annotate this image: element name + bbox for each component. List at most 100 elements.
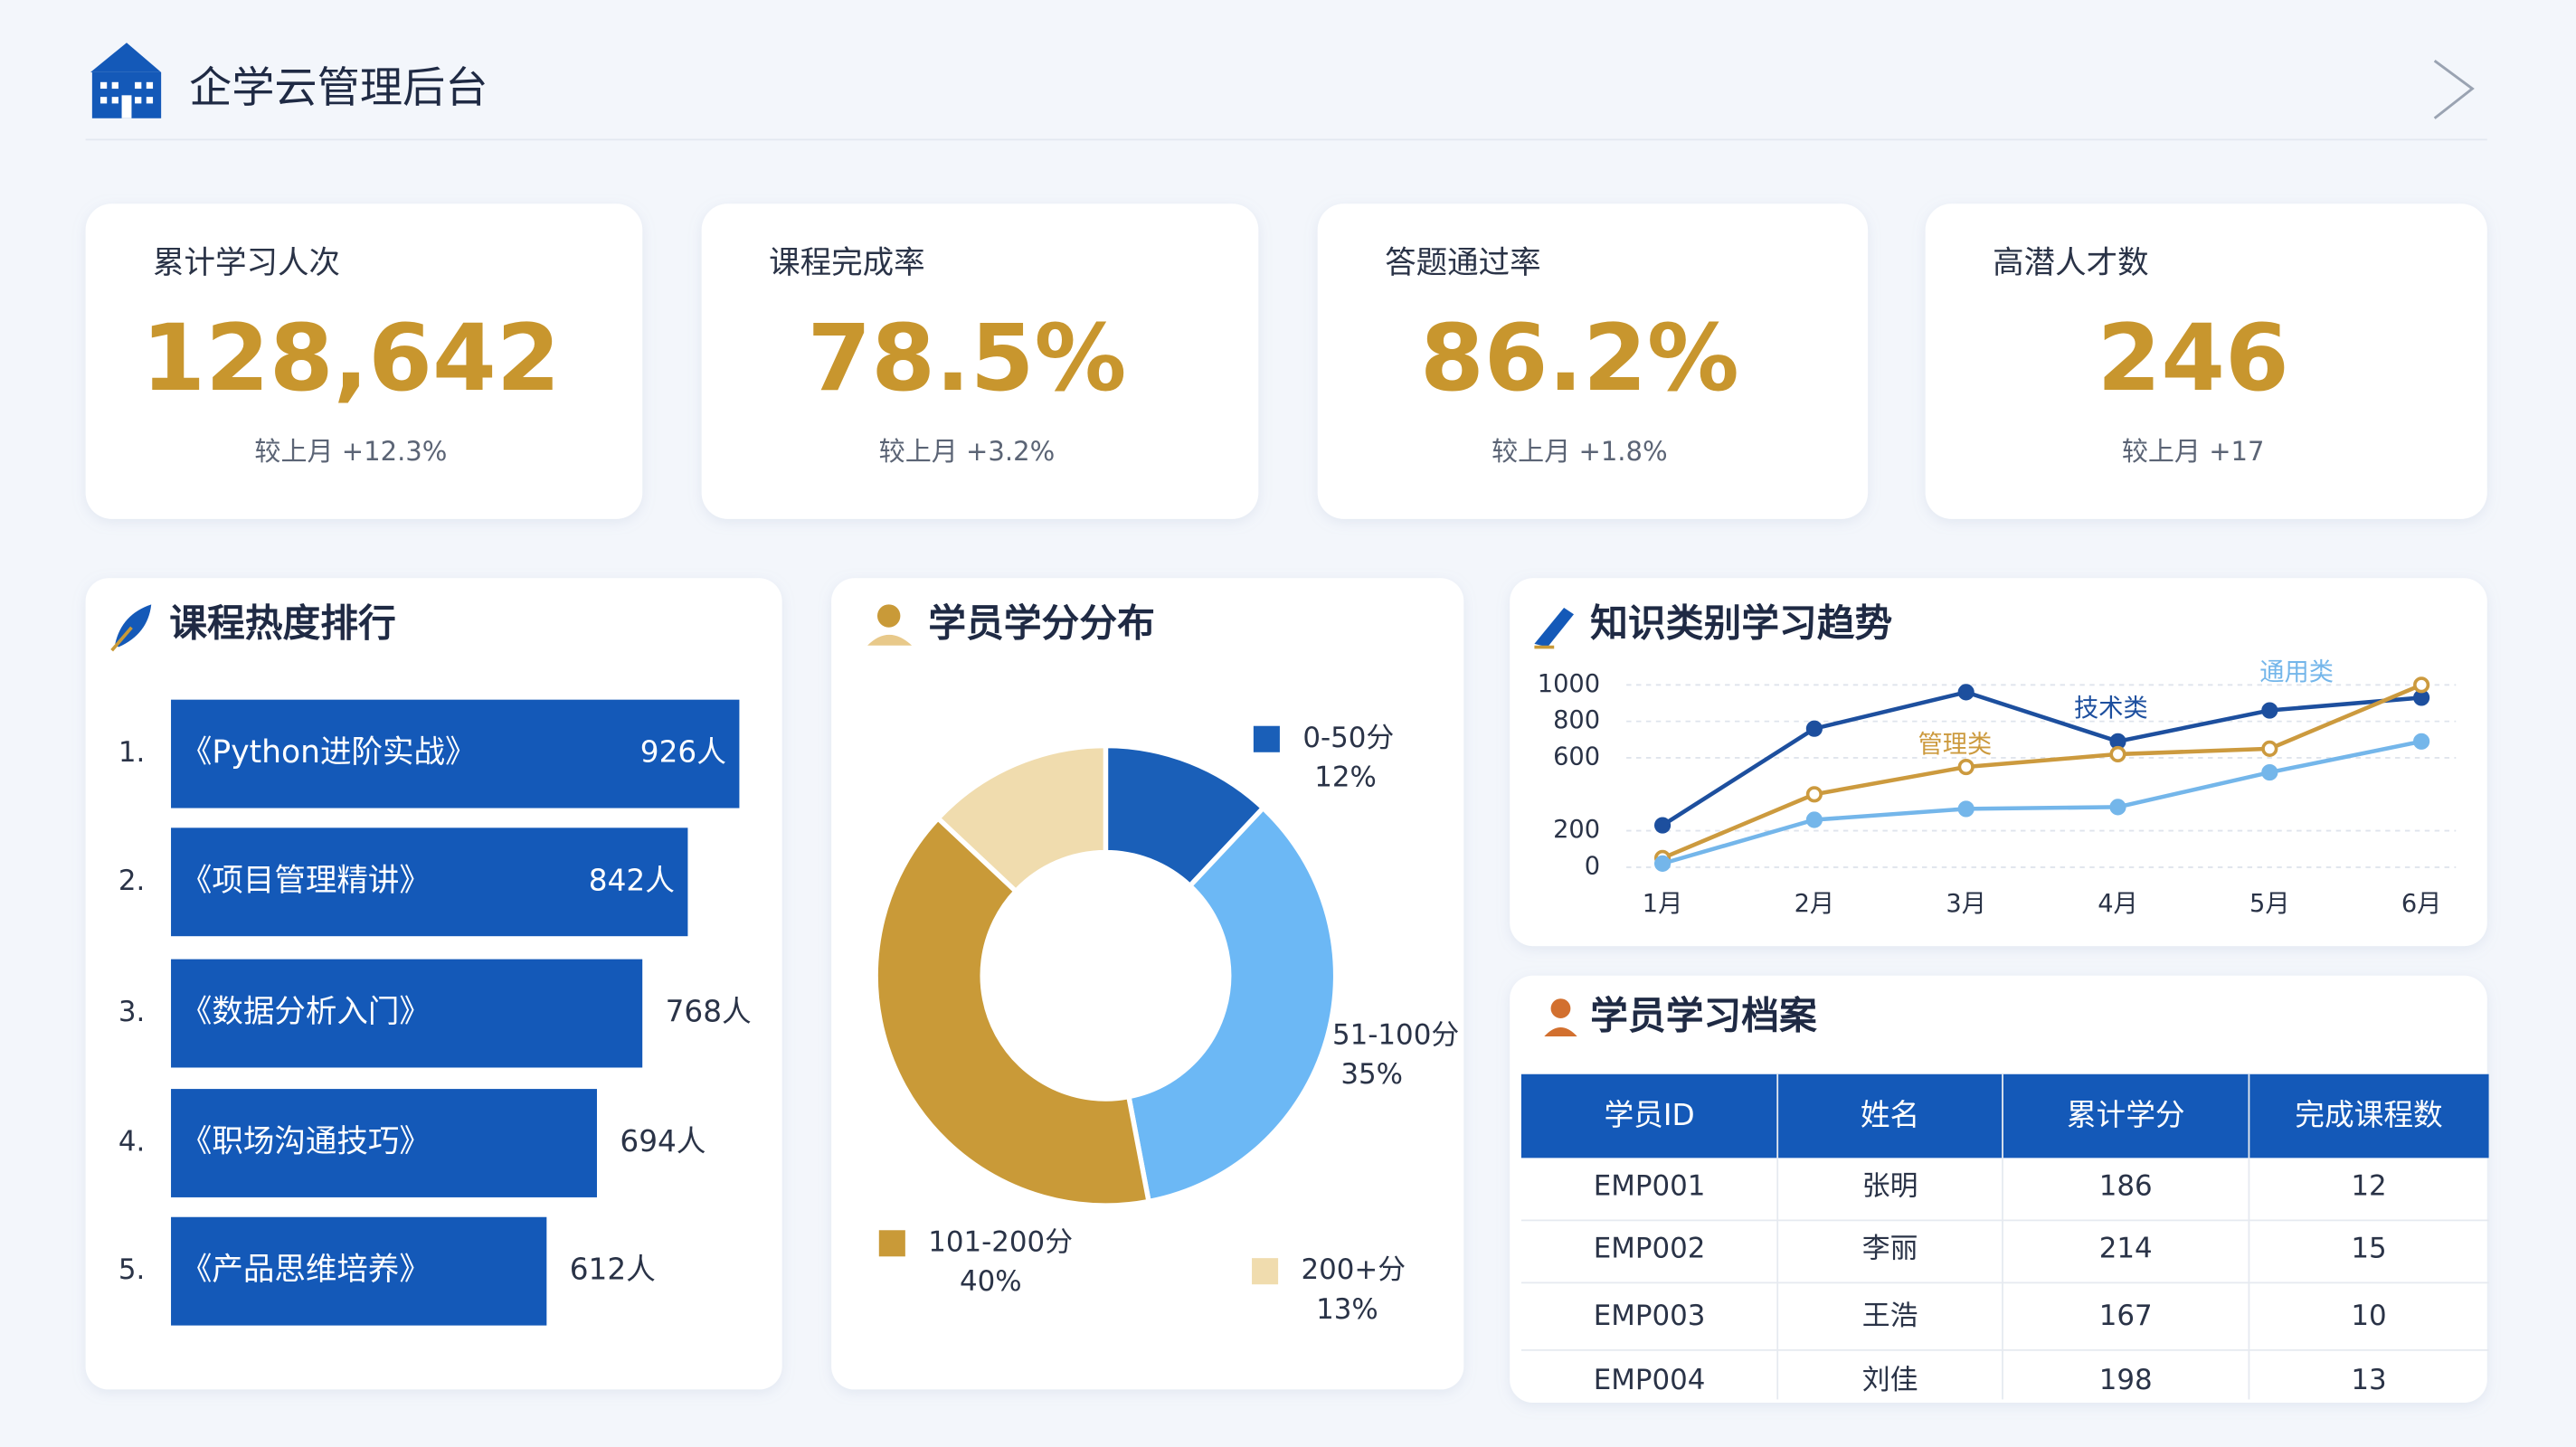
app-title: 企学云管理后台 [189,63,488,113]
logo [90,43,162,118]
kpi-card [85,203,643,519]
credit-icon [867,604,913,646]
legend-swatch [1252,1258,1279,1285]
table-cell: 10 [2351,1300,2386,1332]
x-tick-label: 3月 [1946,890,1986,918]
point [2109,799,2126,816]
kpi-value: 128,642 [141,305,560,411]
point [2109,745,2126,763]
table-cell: EMP004 [1594,1364,1706,1396]
panel-title: 课程热度排行 [169,601,396,645]
legend-label: 200+分 [1302,1253,1406,1286]
point [2413,676,2430,694]
table-cell: 186 [2099,1170,2153,1203]
x-tick-label: 2月 [1795,890,1835,918]
kpi-card [1925,203,2487,519]
table-cell: EMP002 [1594,1233,1706,1265]
value-label: 842人 [589,863,675,897]
kpi-label: 课程完成率 [769,245,925,281]
legend-label: 51-100分 [1332,1018,1459,1051]
legend-swatch [1253,725,1280,752]
series-label: 技术类 [2074,695,2148,723]
kpi-value: 246 [2098,305,2289,411]
point [1805,786,1823,803]
y-tick-label: 800 [1553,706,1600,734]
point [1957,800,1975,818]
point [2261,702,2278,719]
value-label: 13% [1316,1293,1378,1326]
rank-label: 1. [118,736,145,769]
kpi-change: 较上月 +17 [2122,436,2265,467]
table-cell: 张明 [1862,1170,1918,1203]
table-cell: EMP001 [1594,1170,1706,1203]
table-cell: 李丽 [1862,1233,1918,1265]
series-line [1662,739,2422,866]
column-header: 累计学分 [2067,1098,2185,1132]
y-tick-label: 600 [1553,742,1600,771]
point [2261,740,2278,757]
legend-label: 101-200分 [928,1225,1073,1258]
kpi-label: 答题通过率 [1385,245,1540,281]
table-cell: 王浩 [1862,1300,1918,1332]
bar [171,699,740,809]
value-label: 35% [1340,1058,1403,1091]
rank-label: 3. [118,996,145,1028]
bar [171,1216,547,1326]
series-label: 通用类 [2259,658,2334,686]
kpi-change: 较上月 +1.8% [1492,436,1668,467]
bar-label: 《项目管理精讲》 [181,863,431,899]
point [1653,817,1672,834]
x-tick-label: 4月 [2098,890,2138,918]
table-cell: 198 [2099,1364,2153,1396]
pie-slice [1125,804,1339,1205]
bar [171,959,643,1068]
series-label: 管理类 [1918,731,1992,759]
point [1957,684,1975,701]
trend-panel [1510,578,2487,947]
point [1805,811,1823,828]
value-label: 612人 [570,1253,656,1287]
charts: 1. 《Python进阶实战》 926人 2. 《项目管理精讲》 842人 3. 《数据分析入… [118,658,2489,1400]
panel-title: 学员学分分布 [928,601,1155,645]
value-label: 768人 [666,995,752,1029]
rank-label: 2. [118,865,145,897]
table-cell: EMP003 [1594,1300,1706,1332]
pie-slice [934,742,1109,895]
kpi-value: 86.2% [1420,305,1739,411]
trend-icon [1534,607,1575,649]
column-header: 学员ID [1604,1098,1694,1132]
value-label: 694人 [620,1124,706,1159]
bar-label: 《Python进阶实战》 [181,734,477,771]
bar-label: 《产品思维培养》 [181,1252,431,1288]
column-header: 完成课程数 [2295,1098,2442,1132]
bar [171,1089,597,1197]
table-cell: 12 [2351,1170,2386,1203]
table-cell: 刘佳 [1862,1364,1918,1396]
bar [171,828,688,937]
table-cell: 13 [2351,1364,2386,1396]
x-tick-label: 1月 [1643,890,1683,918]
table-cell: 15 [2351,1233,2386,1265]
legend-swatch [878,1230,905,1257]
y-tick-label: 1000 [1538,670,1600,698]
x-tick-label: 6月 [2401,890,2442,918]
kpi-change: 较上月 +3.2% [879,436,1056,467]
column-header: 姓名 [1861,1098,1919,1132]
rank-label: 4. [118,1126,145,1159]
bar-label: 《数据分析入门》 [181,994,431,1030]
course-icon [110,604,152,652]
kpi-row: 累计学习人次 128,642 较上月 +12.3% 课程完成率 78.5% 较上月 +3.… [85,203,2487,519]
y-tick-label: 0 [1585,852,1600,880]
series-line [1662,683,2423,860]
archive-icon [1544,998,1577,1036]
kpi-value: 78.5% [808,305,1127,411]
kpi-card [701,203,1259,519]
legend-label: 0-50分 [1302,722,1394,754]
value-label: 40% [960,1265,1022,1298]
next-button[interactable] [2433,60,2475,119]
point [1805,720,1823,737]
value-label: 926人 [640,735,726,770]
kpi-change: 较上月 +12.3% [254,436,447,467]
legend-swatch [1288,1023,1315,1050]
